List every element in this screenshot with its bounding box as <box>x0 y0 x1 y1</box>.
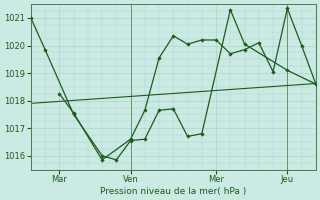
X-axis label: Pression niveau de la mer( hPa ): Pression niveau de la mer( hPa ) <box>100 187 246 196</box>
